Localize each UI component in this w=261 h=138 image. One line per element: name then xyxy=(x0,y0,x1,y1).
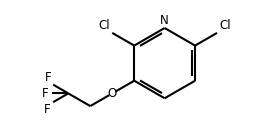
Text: F: F xyxy=(42,87,49,100)
Text: Cl: Cl xyxy=(99,19,110,32)
Text: Cl: Cl xyxy=(219,19,231,32)
Text: F: F xyxy=(45,71,51,84)
Text: F: F xyxy=(44,103,50,116)
Text: N: N xyxy=(160,14,169,27)
Text: O: O xyxy=(108,87,117,100)
